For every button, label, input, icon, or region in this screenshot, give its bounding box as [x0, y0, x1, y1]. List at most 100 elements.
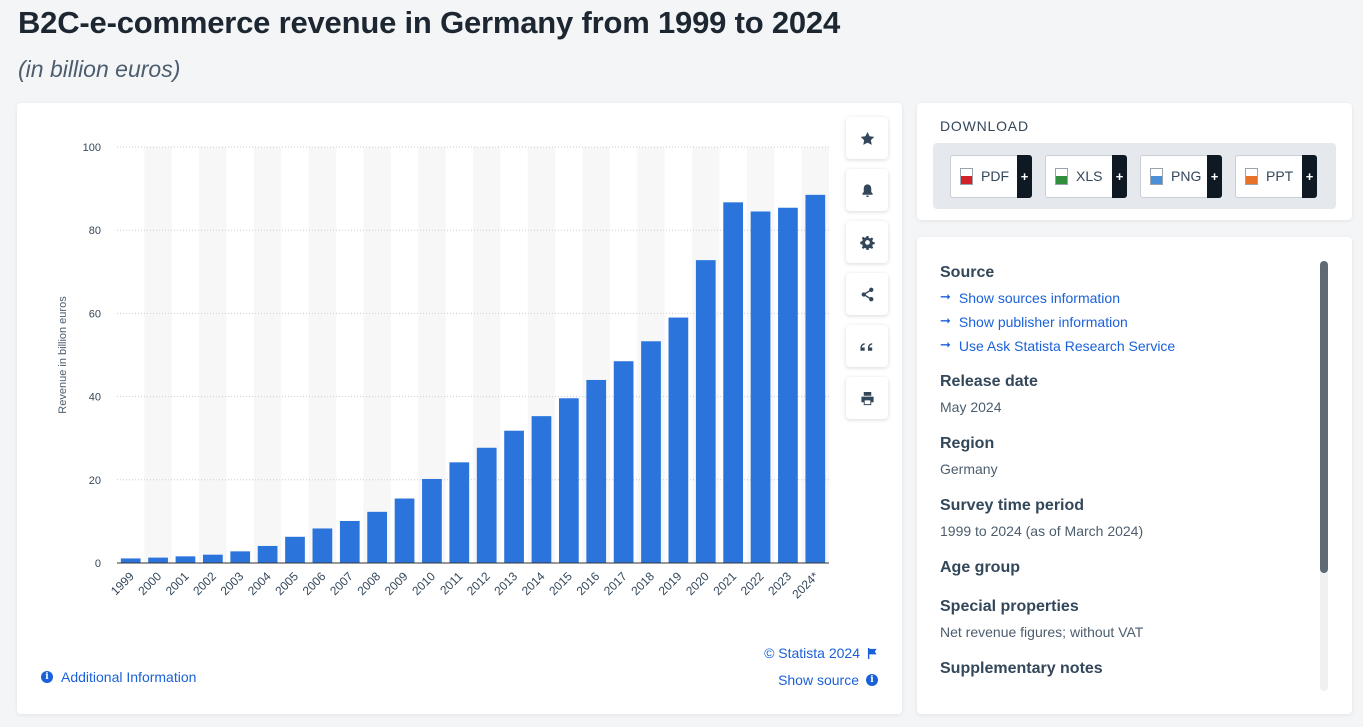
download-xls-button[interactable]: XLS +: [1045, 154, 1127, 198]
bar: [175, 556, 196, 563]
chart-band: [363, 147, 391, 563]
release-date-value: May 2024: [940, 399, 1002, 415]
release-date-heading: Release date: [940, 373, 1038, 390]
x-tick-label: 1999: [108, 569, 137, 598]
info-icon: i: [41, 671, 53, 683]
region-heading: Region: [940, 435, 995, 452]
chart-band: [253, 147, 282, 563]
info-card: Source ➞ Show sources information ➞ Show p…: [917, 237, 1352, 714]
bar: [449, 462, 470, 563]
supplementary-notes-section: Supplementary notes: [940, 659, 1310, 679]
page-header: B2C-e-commerce revenue in Germany from 1…: [18, 0, 840, 84]
bar: [230, 551, 251, 563]
y-tick-label: 100: [83, 142, 101, 154]
x-tick-label: 2006: [300, 569, 329, 598]
special-properties-section: Special properties Net revenue figures; …: [940, 597, 1310, 642]
show-sources-link[interactable]: ➞ Show sources information: [940, 286, 1310, 310]
ask-statista-link[interactable]: ➞ Use Ask Statista Research Service: [940, 334, 1310, 358]
x-tick-label: 2021: [710, 569, 739, 598]
y-tick-label: 0: [95, 558, 101, 570]
x-tick-label: 2022: [738, 569, 767, 598]
arrow-right-icon: ➞: [940, 290, 951, 305]
y-tick-label: 80: [89, 225, 101, 237]
x-tick-label: 2002: [190, 569, 219, 598]
show-publisher-link[interactable]: ➞ Show publisher information: [940, 310, 1310, 334]
y-axis-label: Revenue in billion euros: [57, 296, 69, 414]
x-tick-label: 2007: [327, 569, 356, 598]
file-color: [1056, 175, 1067, 184]
x-tick-label: 2010: [409, 569, 438, 598]
download-png-button[interactable]: PNG +: [1140, 154, 1222, 198]
arrow-right-icon: ➞: [940, 338, 951, 353]
x-tick-label: 2024*: [789, 569, 821, 601]
region-value: Germany: [940, 461, 998, 477]
bar: [148, 557, 168, 563]
bar: [202, 554, 223, 563]
download-format-label: PNG: [1171, 168, 1202, 184]
y-tick-label: 40: [89, 392, 101, 404]
survey-period-value: 1999 to 2024 (as of March 2024): [940, 523, 1144, 539]
download-pdf-button[interactable]: PDF +: [950, 154, 1032, 198]
plus-icon: +: [1017, 154, 1032, 198]
x-tick-label: 2000: [135, 569, 164, 598]
info-icon: i: [866, 674, 878, 686]
quote-icon[interactable]: [846, 325, 888, 367]
download-format-label: PDF: [981, 168, 1009, 184]
x-tick-label: 2009: [382, 569, 411, 598]
page-title: B2C-e-commerce revenue in Germany from 1…: [18, 5, 841, 40]
ppt-file-icon: [1245, 167, 1258, 185]
plus-icon: +: [1207, 154, 1222, 198]
chart-band: [199, 147, 227, 563]
bar: [422, 478, 442, 563]
region-section: Region Germany: [940, 434, 1310, 479]
bar: [558, 398, 579, 563]
bar: [257, 545, 278, 563]
x-tick-label: 2020: [683, 569, 712, 598]
additional-information-label: Additional Information: [61, 669, 197, 685]
pdf-file-icon: [960, 167, 973, 185]
link-label: Show sources information: [958, 290, 1120, 306]
additional-information-link[interactable]: i Additional Information: [41, 669, 196, 685]
source-section: Source ➞ Show sources information ➞ Show p…: [940, 263, 1310, 358]
bar: [805, 194, 826, 563]
bar: [285, 536, 305, 563]
copyright-label: © Statista 2024: [764, 645, 860, 661]
bar: [120, 558, 141, 563]
x-tick-label: 2011: [437, 569, 465, 597]
survey-period-heading: Survey time period: [940, 497, 1085, 514]
bar: [531, 416, 552, 563]
show-source-link[interactable]: Show source i: [778, 672, 878, 688]
x-tick-label: 2004: [245, 569, 274, 598]
release-date-section: Release date May 2024: [940, 372, 1310, 417]
show-source-label: Show source: [778, 672, 859, 688]
x-tick-label: 2008: [354, 569, 383, 598]
print-icon[interactable]: [846, 377, 888, 419]
share-icon[interactable]: [846, 273, 888, 315]
bar: [668, 317, 689, 563]
download-card: DOWNLOAD PDF + XLS + PNG + PPT +: [917, 103, 1352, 220]
star-icon[interactable]: [846, 117, 888, 159]
x-tick-label: 2015: [546, 569, 575, 598]
special-properties-heading: Special properties: [940, 598, 1079, 615]
bar: [394, 498, 415, 563]
bar: [504, 430, 524, 563]
download-bar: PDF + XLS + PNG + PPT +: [933, 143, 1336, 209]
y-tick-label: 60: [89, 308, 101, 320]
bar: [312, 528, 333, 563]
plus-icon: +: [1112, 154, 1127, 198]
copyright-link[interactable]: © Statista 2024: [764, 645, 878, 661]
x-tick-label: 2013: [491, 569, 520, 598]
source-heading: Source: [940, 264, 995, 281]
chart-card: 0 20 40 60 80 100 1999 2000 2001 2002 2003 2004 2005…: [17, 103, 902, 714]
bar: [476, 447, 497, 563]
x-tick-label: 2014: [519, 569, 548, 598]
bell-icon[interactable]: [846, 169, 888, 211]
gear-icon[interactable]: [846, 221, 888, 263]
download-ppt-button[interactable]: PPT +: [1235, 154, 1317, 198]
special-properties-value: Net revenue figures; without VAT: [940, 624, 1144, 640]
survey-period-section: Survey time period 1999 to 2024 (as of M…: [940, 496, 1310, 541]
scrollbar-thumb[interactable]: [1320, 261, 1328, 573]
x-tick-label: 2019: [656, 569, 685, 598]
info-scrollbar[interactable]: [1320, 261, 1328, 691]
page-subtitle: (in billion euros): [18, 56, 181, 82]
